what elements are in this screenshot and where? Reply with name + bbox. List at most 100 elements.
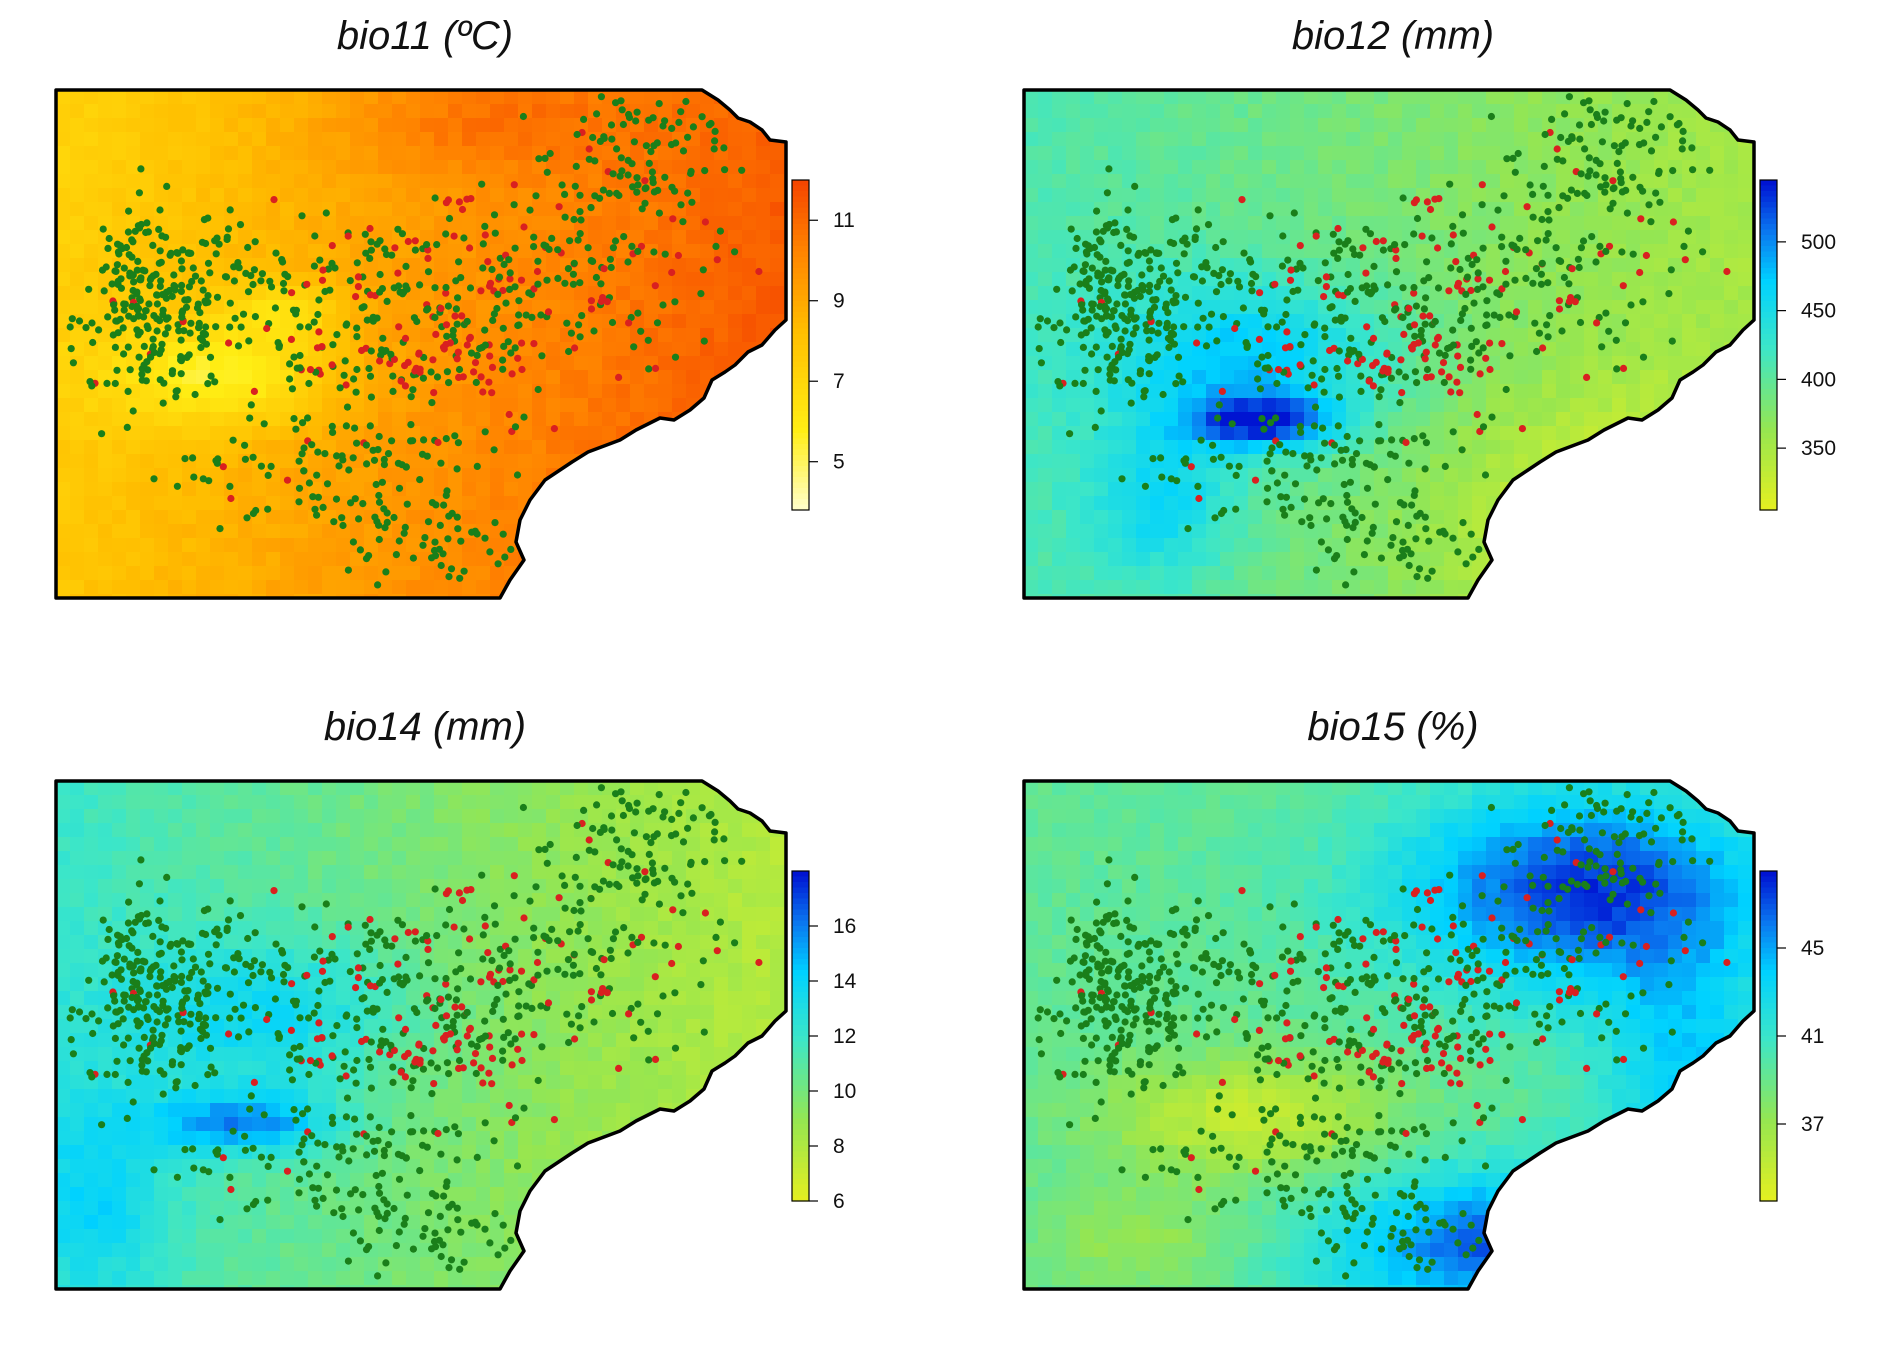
green-station-point xyxy=(1400,194,1407,201)
green-station-point xyxy=(530,234,537,241)
green-station-point xyxy=(1522,246,1529,253)
green-station-point xyxy=(1281,472,1288,479)
red-station-point xyxy=(486,283,493,290)
green-station-point xyxy=(1315,1190,1322,1197)
green-station-point xyxy=(1530,214,1537,221)
green-station-point xyxy=(296,458,303,465)
green-station-point xyxy=(1422,321,1429,328)
green-station-point xyxy=(1327,500,1334,507)
green-station-point xyxy=(1138,962,1145,969)
green-station-point xyxy=(157,1067,164,1074)
green-station-point xyxy=(1213,1028,1220,1035)
green-station-point xyxy=(1618,179,1625,186)
green-station-point xyxy=(1387,1142,1394,1149)
green-station-point xyxy=(1652,825,1659,832)
green-station-point xyxy=(499,366,506,373)
green-station-point xyxy=(134,258,141,265)
green-station-point xyxy=(373,481,380,488)
green-station-point xyxy=(1369,530,1376,537)
green-station-point xyxy=(701,858,708,865)
green-station-point xyxy=(1576,827,1583,834)
green-station-point xyxy=(568,330,575,337)
green-station-point xyxy=(114,952,121,959)
green-station-point xyxy=(577,907,584,914)
green-station-point xyxy=(454,1205,461,1212)
green-station-point xyxy=(1266,212,1273,219)
green-station-point xyxy=(1037,1006,1044,1013)
red-station-point xyxy=(391,244,398,251)
green-station-point xyxy=(202,931,209,938)
green-station-point xyxy=(408,1084,415,1091)
green-station-point xyxy=(1170,931,1177,938)
green-station-point xyxy=(159,291,166,298)
red-station-point xyxy=(518,366,525,373)
red-station-point xyxy=(430,389,437,396)
green-station-point xyxy=(376,237,383,244)
red-station-point xyxy=(1643,943,1650,950)
green-station-point xyxy=(226,324,233,331)
red-station-point xyxy=(675,252,682,259)
red-station-point xyxy=(571,1035,578,1042)
green-station-point xyxy=(117,275,124,282)
green-station-point xyxy=(634,248,641,255)
red-station-point xyxy=(1567,985,1574,992)
green-station-point xyxy=(1098,278,1105,285)
green-station-point xyxy=(1101,980,1108,987)
green-station-point xyxy=(1640,354,1647,361)
green-station-point xyxy=(455,258,462,265)
red-station-point xyxy=(1453,379,1460,386)
red-station-point xyxy=(445,887,452,894)
green-station-point xyxy=(374,1272,381,1279)
red-station-point xyxy=(355,283,362,290)
red-station-point xyxy=(1454,974,1461,981)
green-station-point xyxy=(1388,1127,1395,1134)
green-station-point xyxy=(309,1184,316,1191)
green-station-point xyxy=(1336,1038,1343,1045)
green-station-point xyxy=(1483,1002,1490,1009)
green-station-point xyxy=(1358,1205,1365,1212)
green-station-point xyxy=(230,1128,237,1135)
green-station-point xyxy=(1113,300,1120,307)
green-station-point xyxy=(1167,1028,1174,1035)
red-station-point xyxy=(1400,331,1407,338)
green-station-point xyxy=(1622,1010,1629,1017)
green-station-point xyxy=(1085,933,1092,940)
green-station-point xyxy=(731,939,738,946)
green-station-point xyxy=(1538,972,1545,979)
green-station-point xyxy=(1422,1205,1429,1212)
red-station-point xyxy=(1219,388,1226,395)
green-station-point xyxy=(1351,942,1358,949)
green-station-point xyxy=(456,366,463,373)
green-station-point xyxy=(1164,309,1171,316)
green-station-point xyxy=(1128,307,1135,314)
green-station-point xyxy=(316,948,323,955)
green-station-point xyxy=(192,1082,199,1089)
green-station-point xyxy=(650,114,657,121)
green-station-point xyxy=(1586,167,1593,174)
green-station-point xyxy=(1629,865,1636,872)
green-station-point xyxy=(1357,1079,1364,1086)
green-station-point xyxy=(401,1221,408,1228)
red-station-point xyxy=(1320,984,1327,991)
green-station-point xyxy=(1218,510,1225,517)
green-station-point xyxy=(1217,281,1224,288)
red-station-point xyxy=(486,1044,493,1051)
green-station-point xyxy=(1450,1119,1457,1126)
green-station-point xyxy=(120,300,127,307)
red-station-point xyxy=(484,258,491,265)
green-station-point xyxy=(245,288,252,295)
red-station-point xyxy=(472,359,479,366)
legend-tick-label: 37 xyxy=(1801,1113,1824,1136)
green-station-point xyxy=(1475,546,1482,553)
red-station-point xyxy=(1482,1046,1489,1053)
green-station-point xyxy=(204,299,211,306)
green-station-point xyxy=(1544,279,1551,286)
green-station-point xyxy=(448,1256,455,1263)
green-station-point xyxy=(1335,1064,1342,1071)
green-station-point xyxy=(1405,1151,1412,1158)
green-station-point xyxy=(1387,1233,1394,1240)
green-station-point xyxy=(474,463,481,470)
green-station-point xyxy=(1369,1221,1376,1228)
green-station-point xyxy=(1103,1004,1110,1011)
red-station-point xyxy=(415,1042,422,1049)
